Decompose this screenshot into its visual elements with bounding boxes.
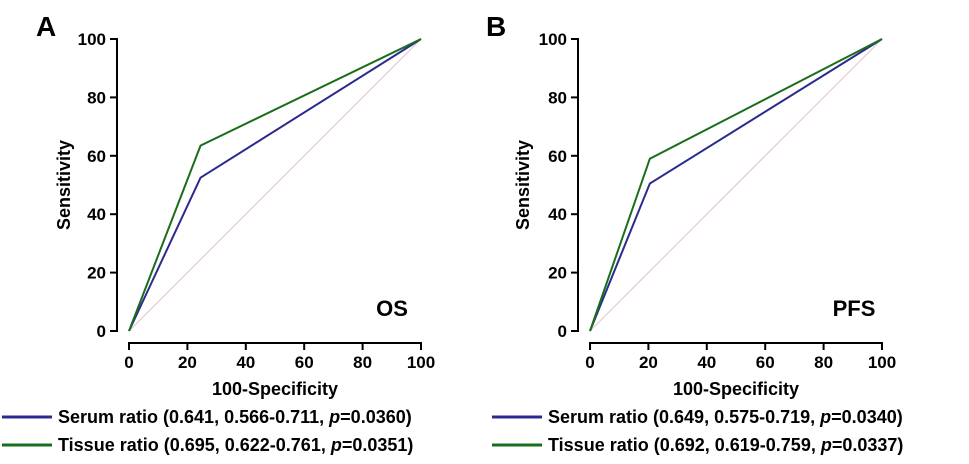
y-axis-label: Sensitivity: [54, 140, 74, 230]
y-tick-label: 0: [558, 322, 567, 341]
y-tick-label: 100: [78, 30, 106, 49]
panel-a: A 0 20 40 60 80 100 0 20 40 60 80 100 100-Specificity…: [2, 11, 435, 455]
y-tick-label: 40: [548, 205, 567, 224]
legend-entry: Serum ratio (0.641, 0.566-0.711, p=0.036…: [58, 407, 412, 427]
legend-entry: Serum ratio (0.649, 0.575-0.719, p=0.034…: [548, 407, 903, 427]
y-tick-label: 20: [87, 264, 106, 283]
x-tick-label: 100: [868, 353, 896, 372]
y-tick-label: 0: [97, 322, 106, 341]
x-tick-label: 80: [814, 353, 833, 372]
x-tick-label: 20: [178, 353, 197, 372]
x-axis-label: 100-Specificity: [212, 379, 338, 399]
y-tick-label: 40: [87, 205, 106, 224]
y-tick-label: 60: [548, 147, 567, 166]
x-axis-label: 100-Specificity: [673, 379, 799, 399]
legend-entry: Tissue ratio (0.692, 0.619-0.759, p=0.03…: [548, 435, 903, 455]
x-tick-label: 80: [353, 353, 372, 372]
roc-line-tissue-ratio: [128, 38, 422, 332]
panel-letter: A: [36, 11, 56, 42]
legend-entry: Tissue ratio (0.695, 0.622-0.761, p=0.03…: [58, 435, 413, 455]
x-tick-label: 0: [124, 353, 133, 372]
y-tick-label: 60: [87, 147, 106, 166]
x-tick-label: 40: [697, 353, 716, 372]
x-tick-label: 60: [295, 353, 314, 372]
reference-diagonal: [589, 38, 883, 332]
roc-line-serum-ratio: [589, 38, 883, 332]
x-tick-label: 100: [407, 353, 435, 372]
panel-letter: B: [486, 11, 506, 42]
x-tick-label: 20: [639, 353, 658, 372]
y-tick-label: 100: [539, 30, 567, 49]
roc-line-tissue-ratio: [589, 38, 883, 332]
panel-tag: OS: [376, 296, 408, 321]
y-tick-label: 20: [548, 264, 567, 283]
x-tick-label: 0: [585, 353, 594, 372]
y-tick-label: 80: [548, 88, 567, 107]
x-tick-label: 60: [756, 353, 775, 372]
y-tick-label: 80: [87, 88, 106, 107]
reference-diagonal: [128, 38, 422, 332]
panel-b: B 0 20 40 60 80 100 0 20 40 60 80 100 100-Specificity…: [486, 11, 903, 455]
y-axis-label: Sensitivity: [513, 140, 533, 230]
x-tick-label: 40: [236, 353, 255, 372]
roc-line-serum-ratio: [128, 38, 422, 332]
panel-tag: PFS: [833, 296, 876, 321]
